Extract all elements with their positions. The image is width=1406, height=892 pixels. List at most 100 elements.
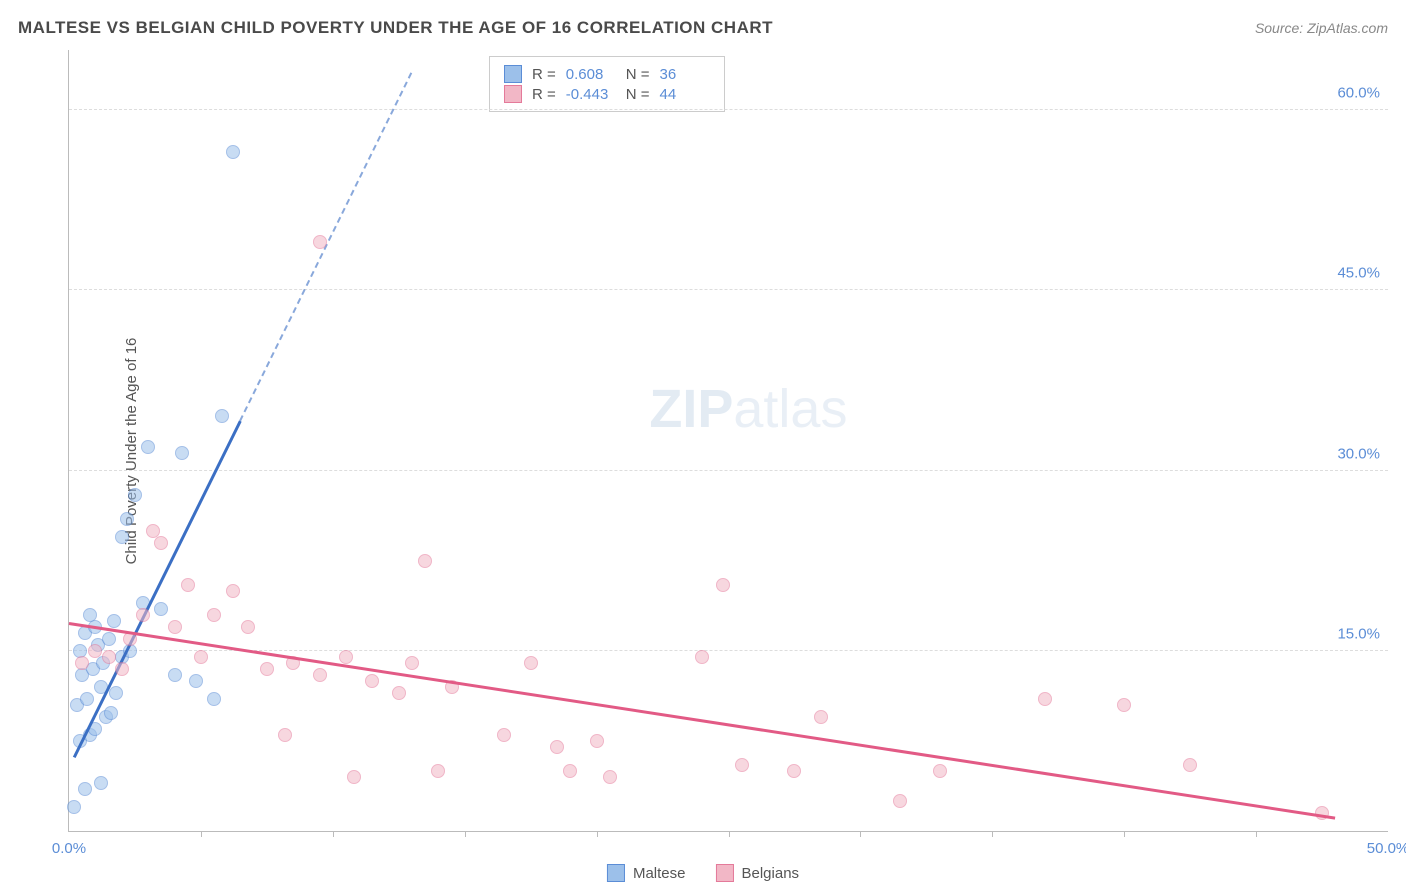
data-point	[497, 728, 511, 742]
data-point	[563, 764, 577, 778]
n-value-belgians: 44	[660, 86, 710, 103]
data-point	[278, 728, 292, 742]
data-point	[175, 446, 189, 460]
data-point	[347, 770, 361, 784]
data-point	[392, 686, 406, 700]
data-point	[241, 620, 255, 634]
data-point	[215, 409, 229, 423]
data-point	[115, 662, 129, 676]
data-point	[78, 782, 92, 796]
data-point	[168, 668, 182, 682]
data-point	[67, 800, 81, 814]
gridline	[69, 650, 1388, 651]
legend-item-belgians: Belgians	[715, 864, 799, 882]
legend-item-maltese: Maltese	[607, 864, 686, 882]
data-point	[339, 650, 353, 664]
r-value-belgians: -0.443	[566, 86, 616, 103]
watermark: ZIPatlas	[649, 378, 847, 440]
data-point	[1038, 692, 1052, 706]
swatch-belgians	[504, 85, 522, 103]
data-point	[226, 145, 240, 159]
gridline	[69, 289, 1388, 290]
data-point	[893, 794, 907, 808]
x-tick	[860, 831, 861, 837]
x-tick	[729, 831, 730, 837]
stats-legend-box: R = 0.608 N = 36 R = -0.443 N = 44	[489, 56, 725, 112]
data-point	[207, 692, 221, 706]
legend-swatch-maltese	[607, 864, 625, 882]
data-point	[104, 706, 118, 720]
data-point	[735, 758, 749, 772]
data-point	[194, 650, 208, 664]
gridline	[69, 470, 1388, 471]
x-tick	[1256, 831, 1257, 837]
data-point	[313, 235, 327, 249]
trend-line	[73, 421, 241, 759]
data-point	[107, 614, 121, 628]
data-point	[550, 740, 564, 754]
x-tick	[201, 831, 202, 837]
y-tick-label: 60.0%	[1337, 85, 1380, 102]
data-point	[590, 734, 604, 748]
data-point	[226, 584, 240, 598]
data-point	[207, 608, 221, 622]
data-point	[933, 764, 947, 778]
chart-title: MALTESE VS BELGIAN CHILD POVERTY UNDER T…	[18, 18, 773, 38]
data-point	[260, 662, 274, 676]
data-point	[75, 656, 89, 670]
y-tick-label: 45.0%	[1337, 265, 1380, 282]
x-tick-label: 0.0%	[52, 840, 86, 857]
data-point	[787, 764, 801, 778]
data-point	[603, 770, 617, 784]
data-point	[181, 578, 195, 592]
y-tick-label: 30.0%	[1337, 445, 1380, 462]
data-point	[120, 512, 134, 526]
chart-area: Child Poverty Under the Age of 16 ZIPatl…	[48, 50, 1388, 852]
data-point	[102, 650, 116, 664]
y-tick-label: 15.0%	[1337, 625, 1380, 642]
plot-region: ZIPatlas R = 0.608 N = 36 R = -0.443 N =…	[68, 50, 1388, 832]
n-value-maltese: 36	[660, 66, 710, 83]
data-point	[405, 656, 419, 670]
data-point	[115, 530, 129, 544]
legend-swatch-belgians	[715, 864, 733, 882]
data-point	[524, 656, 538, 670]
data-point	[128, 488, 142, 502]
x-tick	[1124, 831, 1125, 837]
gridline	[69, 109, 1388, 110]
legend-label-maltese: Maltese	[633, 865, 686, 882]
data-point	[1183, 758, 1197, 772]
data-point	[154, 602, 168, 616]
data-point	[94, 776, 108, 790]
data-point	[1117, 698, 1131, 712]
data-point	[83, 608, 97, 622]
legend-label-belgians: Belgians	[741, 865, 799, 882]
x-tick	[333, 831, 334, 837]
data-point	[313, 668, 327, 682]
x-tick-label: 50.0%	[1367, 840, 1406, 857]
data-point	[141, 440, 155, 454]
trend-line	[240, 73, 413, 422]
x-tick	[597, 831, 598, 837]
data-point	[88, 644, 102, 658]
data-point	[814, 710, 828, 724]
data-point	[695, 650, 709, 664]
stats-row-belgians: R = -0.443 N = 44	[504, 85, 710, 103]
data-point	[102, 632, 116, 646]
chart-header: MALTESE VS BELGIAN CHILD POVERTY UNDER T…	[18, 18, 1388, 38]
data-point	[431, 764, 445, 778]
r-value-maltese: 0.608	[566, 66, 616, 83]
data-point	[136, 608, 150, 622]
stats-row-maltese: R = 0.608 N = 36	[504, 65, 710, 83]
swatch-maltese	[504, 65, 522, 83]
x-tick	[465, 831, 466, 837]
data-point	[109, 686, 123, 700]
data-point	[365, 674, 379, 688]
chart-source: Source: ZipAtlas.com	[1255, 20, 1388, 36]
data-point	[189, 674, 203, 688]
data-point	[154, 536, 168, 550]
bottom-legend: Maltese Belgians	[607, 864, 799, 882]
data-point	[80, 692, 94, 706]
x-tick	[992, 831, 993, 837]
data-point	[418, 554, 432, 568]
